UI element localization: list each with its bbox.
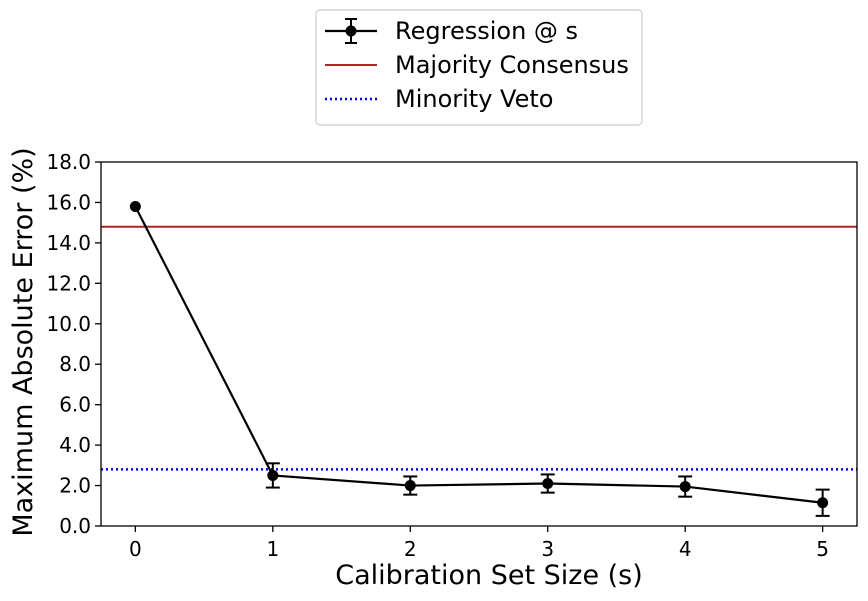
data-point-2 [404, 480, 416, 492]
x-tick-label: 0 [129, 537, 142, 561]
y-tick-label: 0.0 [59, 514, 91, 538]
legend: Regression @ s Majority Consensus Minority… [315, 9, 643, 126]
x-tick-label: 2 [404, 537, 417, 561]
series-line-regression [134, 205, 823, 504]
x-tick-label: 1 [266, 537, 279, 561]
legend-swatch-marker [345, 25, 357, 37]
data-point-4 [679, 481, 691, 493]
x-axis-label: Calibration Set Size (s) [335, 560, 643, 591]
legend-box [315, 9, 643, 126]
data-point-3 [542, 478, 554, 490]
axes: 0.0 2.0 4.0 6.0 8.0 10.0 12.0 14.0 16.0 18.0 0 1 2 3 4… [8, 147, 858, 591]
y-tick-label: 12.0 [46, 271, 91, 295]
y-tick-label: 8.0 [59, 352, 91, 376]
legend-entry: Regression @ s [325, 17, 578, 45]
axes-frame [100, 161, 858, 527]
x-tick-label: 5 [816, 537, 829, 561]
data-point-0 [129, 200, 141, 212]
y-axis-label: Maximum Absolute Error (%) [8, 147, 39, 536]
legend-label: Majority Consensus [395, 51, 629, 79]
plot-area [101, 200, 857, 517]
y-tick-label: 2.0 [59, 474, 91, 498]
data-point-1 [267, 469, 279, 481]
y-tick-label: 10.0 [46, 312, 91, 336]
legend-label: Minority Veto [395, 85, 553, 113]
legend-entry: Minority Veto [325, 85, 553, 113]
x-tick-label: 3 [541, 537, 554, 561]
y-tick-label: 16.0 [46, 190, 91, 214]
y-tick-label: 6.0 [59, 393, 91, 417]
y-tick-label: 4.0 [59, 433, 91, 457]
y-tick-label: 18.0 [46, 150, 91, 174]
legend-label: Regression @ s [395, 17, 578, 45]
data-point-5 [817, 497, 829, 509]
x-tick-label: 4 [679, 537, 692, 561]
legend-entry: Majority Consensus [325, 51, 629, 79]
y-tick-label: 14.0 [46, 231, 91, 255]
